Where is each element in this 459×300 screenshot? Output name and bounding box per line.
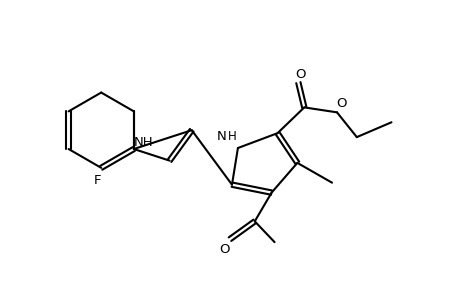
Text: O: O [218,243,229,256]
Text: N: N [217,130,226,142]
Text: O: O [295,68,305,81]
Text: O: O [336,97,347,110]
Text: F: F [93,174,101,187]
Text: H: H [227,130,236,142]
Text: NH: NH [134,136,153,148]
